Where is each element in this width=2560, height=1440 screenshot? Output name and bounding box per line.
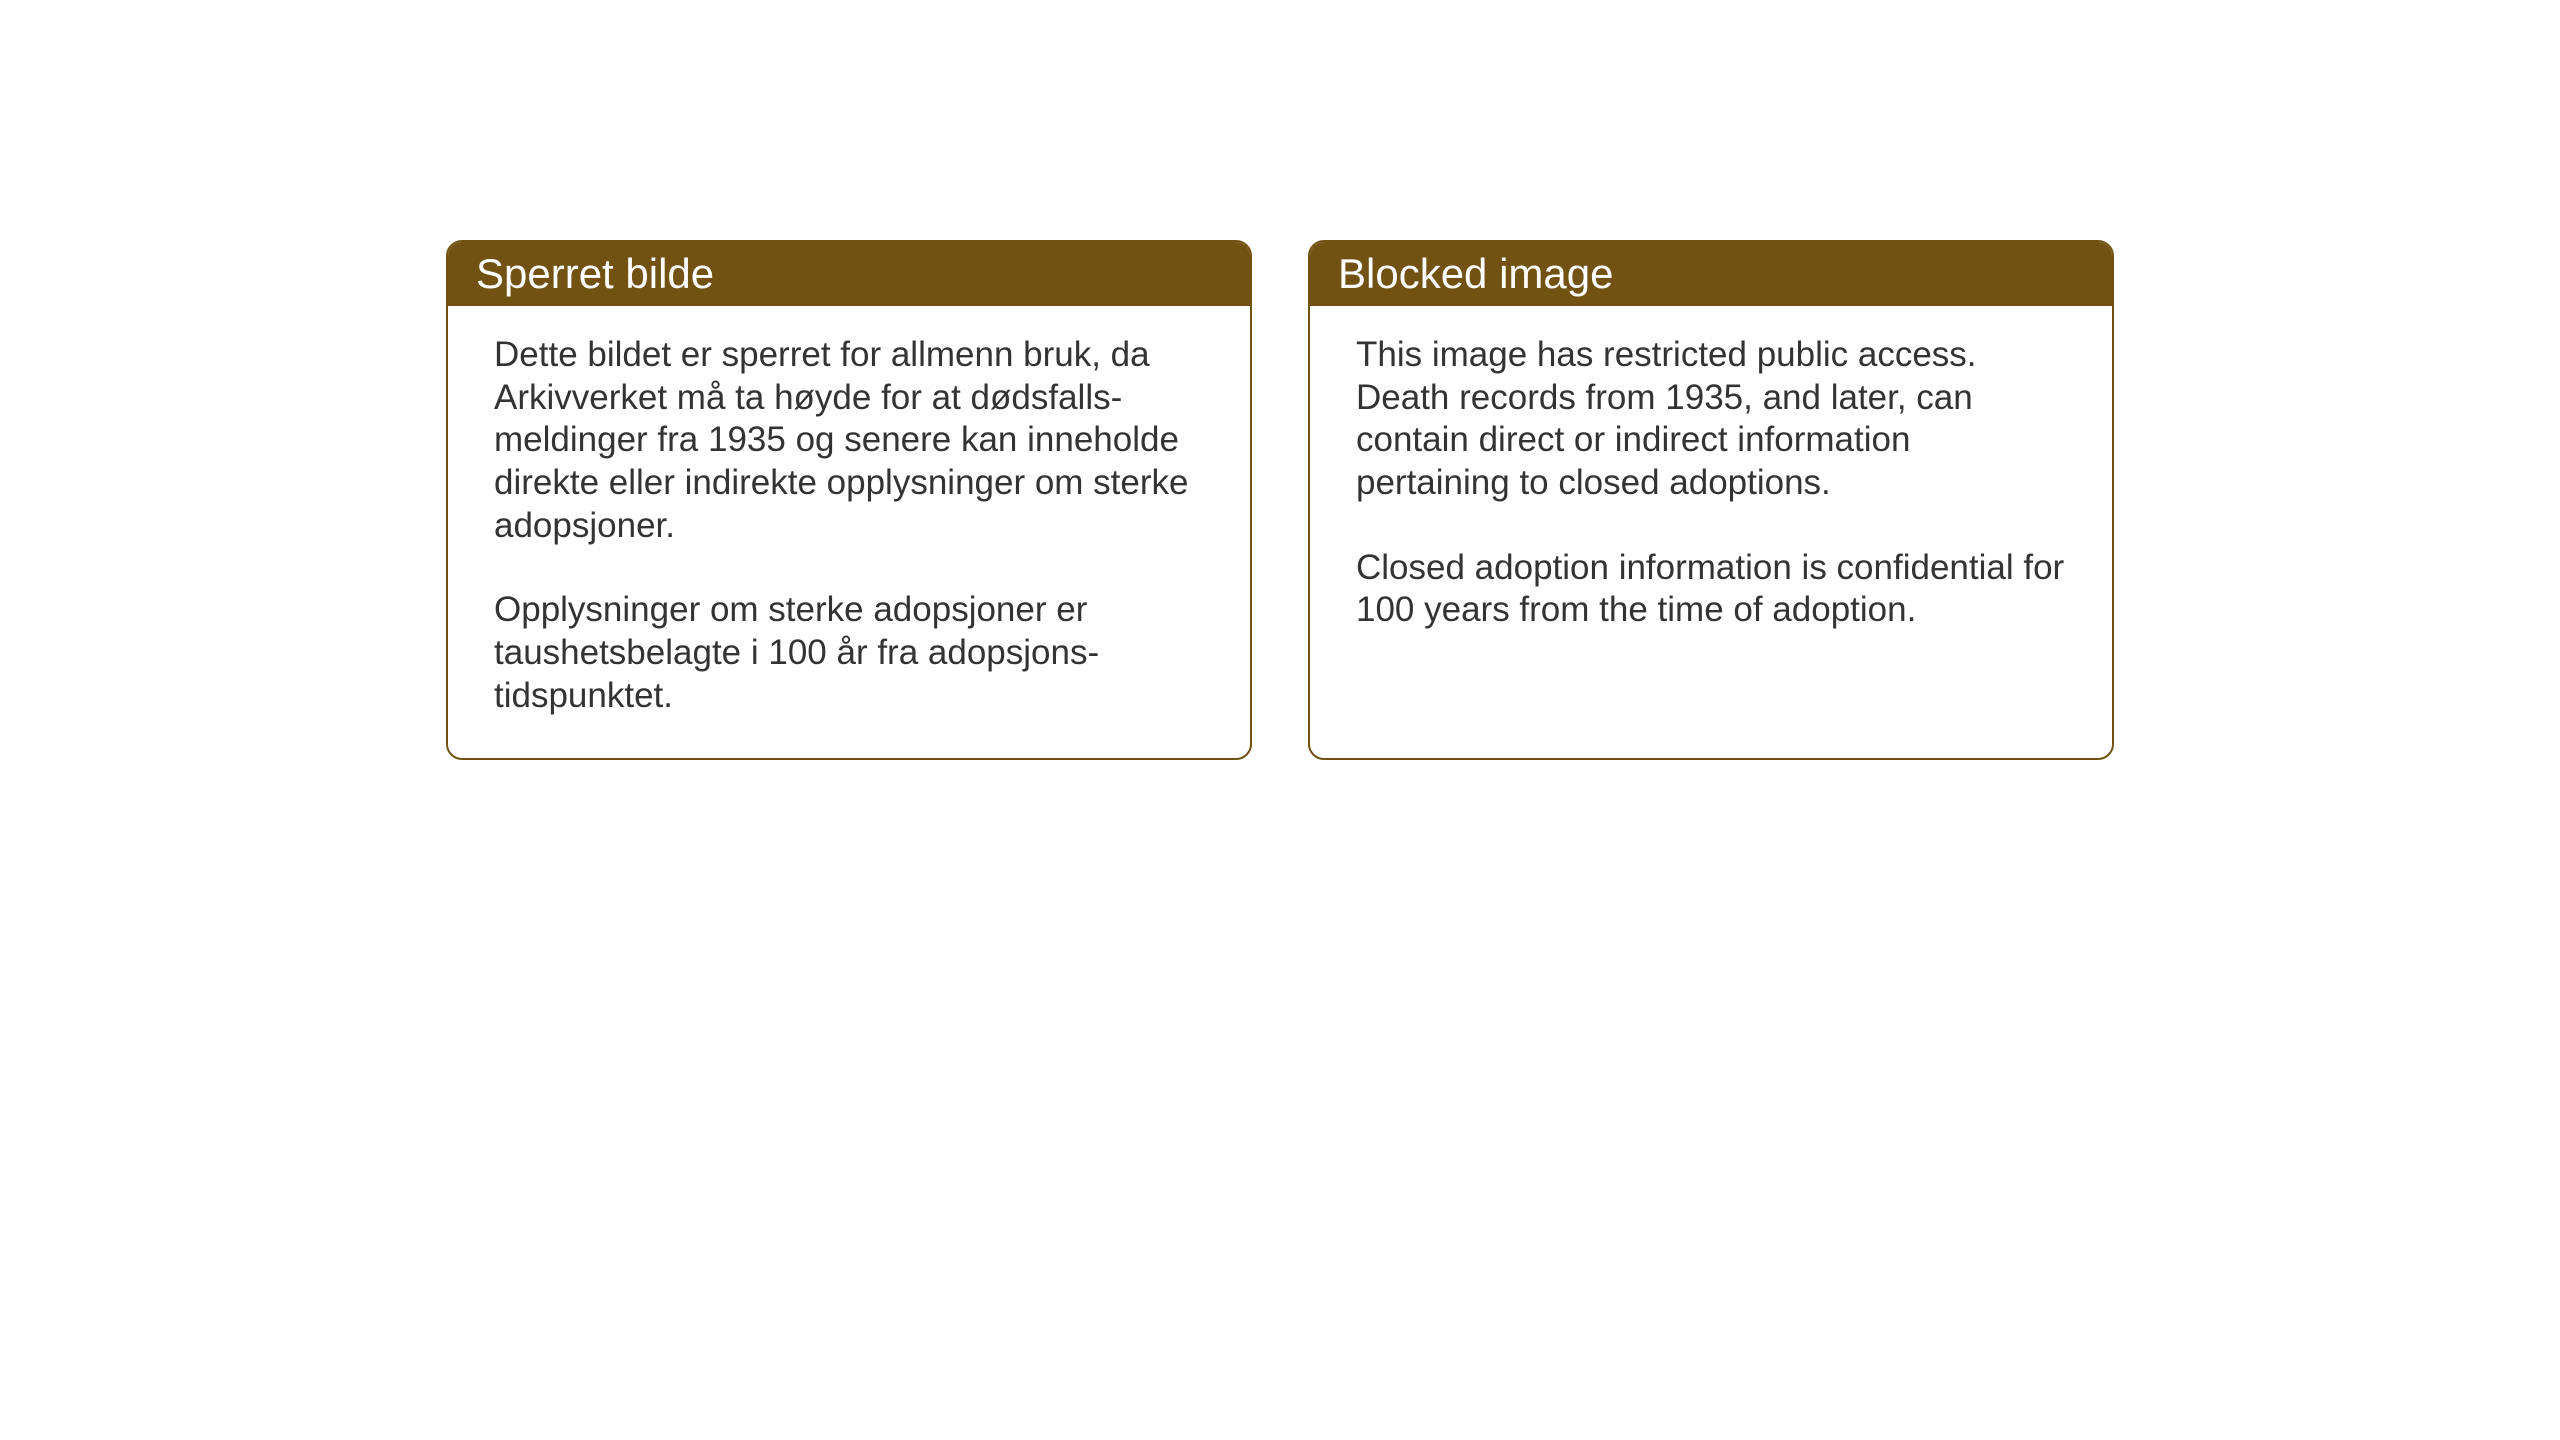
card-paragraph-2-norwegian: Opplysninger om sterke adopsjoner er tau… [494,589,1204,717]
cards-container: Sperret bilde Dette bildet er sperret fo… [446,240,2560,760]
card-header-english: Blocked image [1310,242,2112,306]
card-body-norwegian: Dette bildet er sperret for allmenn bruk… [448,306,1250,758]
card-title-english: Blocked image [1338,250,1613,297]
card-paragraph-1-english: This image has restricted public access.… [1356,334,2066,505]
card-title-norwegian: Sperret bilde [476,250,714,297]
notice-card-english: Blocked image This image has restricted … [1308,240,2114,760]
notice-card-norwegian: Sperret bilde Dette bildet er sperret fo… [446,240,1252,760]
card-body-english: This image has restricted public access.… [1310,306,2112,672]
card-paragraph-1-norwegian: Dette bildet er sperret for allmenn bruk… [494,334,1204,547]
card-paragraph-2-english: Closed adoption information is confident… [1356,547,2066,632]
card-header-norwegian: Sperret bilde [448,242,1250,306]
